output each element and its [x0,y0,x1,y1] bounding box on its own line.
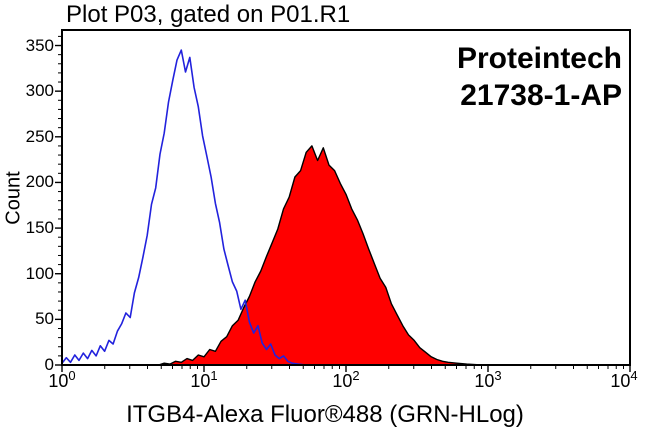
vendor-name: Proteintech [456,42,622,75]
x-axis-title: ITGB4-Alexa Fluor®488 (GRN-HLog) [126,401,524,428]
x-tick-label: 101 [190,368,218,391]
x-tick-label: 100 [48,368,76,391]
y-tick-label: 0 [44,355,54,374]
y-tick-label: 200 [25,172,54,191]
plot-title: Plot P03, gated on P01.R1 [66,1,351,28]
x-tick-label: 103 [474,368,502,391]
y-tick-label: 250 [25,127,54,146]
y-tick-label: 100 [25,264,54,283]
y-tick-label: 300 [25,81,54,100]
y-tick-label: 350 [25,36,54,55]
vendor-annotation: Proteintech 21738-1-AP [457,40,622,114]
y-tick-label: 50 [35,309,54,328]
x-tick-label: 102 [332,368,360,391]
catalog-number: 21738-1-AP [460,79,622,112]
y-tick-label: 150 [25,218,54,237]
x-tick-label: 104 [610,368,638,391]
